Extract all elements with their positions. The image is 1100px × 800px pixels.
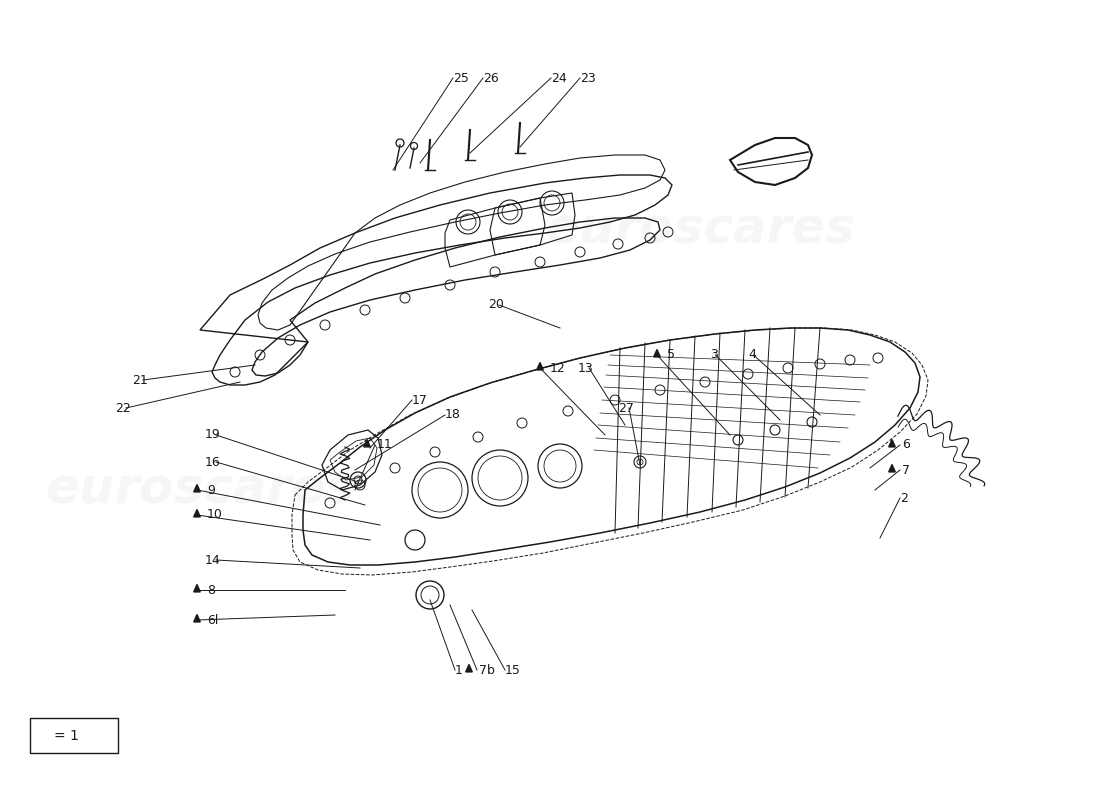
- Text: 21: 21: [132, 374, 147, 386]
- Text: 15: 15: [505, 663, 521, 677]
- Text: 1: 1: [455, 663, 463, 677]
- Text: 5: 5: [667, 349, 675, 362]
- Text: 13: 13: [578, 362, 594, 374]
- Text: 19: 19: [205, 429, 221, 442]
- Polygon shape: [889, 465, 895, 472]
- Text: 23: 23: [580, 71, 596, 85]
- Bar: [30, 718, 118, 753]
- Text: 27: 27: [618, 402, 634, 414]
- Text: 9: 9: [207, 483, 215, 497]
- Polygon shape: [364, 439, 371, 447]
- Polygon shape: [465, 665, 472, 672]
- Text: 24: 24: [551, 71, 566, 85]
- Text: 7b: 7b: [478, 663, 495, 677]
- Text: 6: 6: [902, 438, 910, 451]
- Polygon shape: [194, 485, 200, 492]
- Text: 3: 3: [710, 349, 718, 362]
- Polygon shape: [41, 730, 47, 737]
- Text: 14: 14: [205, 554, 221, 566]
- Polygon shape: [889, 439, 895, 447]
- Text: 26: 26: [483, 71, 498, 85]
- Text: 17: 17: [412, 394, 428, 406]
- Text: 22: 22: [116, 402, 131, 414]
- Text: 18: 18: [446, 409, 461, 422]
- Text: 20: 20: [488, 298, 504, 311]
- Polygon shape: [194, 510, 200, 517]
- Polygon shape: [194, 614, 200, 622]
- Text: euroscares: euroscares: [45, 466, 355, 514]
- Polygon shape: [194, 585, 200, 592]
- Text: 4: 4: [748, 349, 756, 362]
- Text: = 1: = 1: [54, 729, 79, 742]
- Text: 2: 2: [900, 491, 908, 505]
- Polygon shape: [537, 362, 543, 370]
- Text: 12: 12: [550, 362, 565, 374]
- Polygon shape: [653, 350, 660, 357]
- Text: 11: 11: [377, 438, 393, 451]
- Text: 6l: 6l: [207, 614, 219, 626]
- Text: 16: 16: [205, 455, 221, 469]
- Text: 8: 8: [207, 583, 215, 597]
- Text: 25: 25: [453, 71, 469, 85]
- Text: 10: 10: [207, 509, 223, 522]
- Text: 7: 7: [902, 463, 910, 477]
- Text: euroscares: euroscares: [546, 206, 855, 254]
